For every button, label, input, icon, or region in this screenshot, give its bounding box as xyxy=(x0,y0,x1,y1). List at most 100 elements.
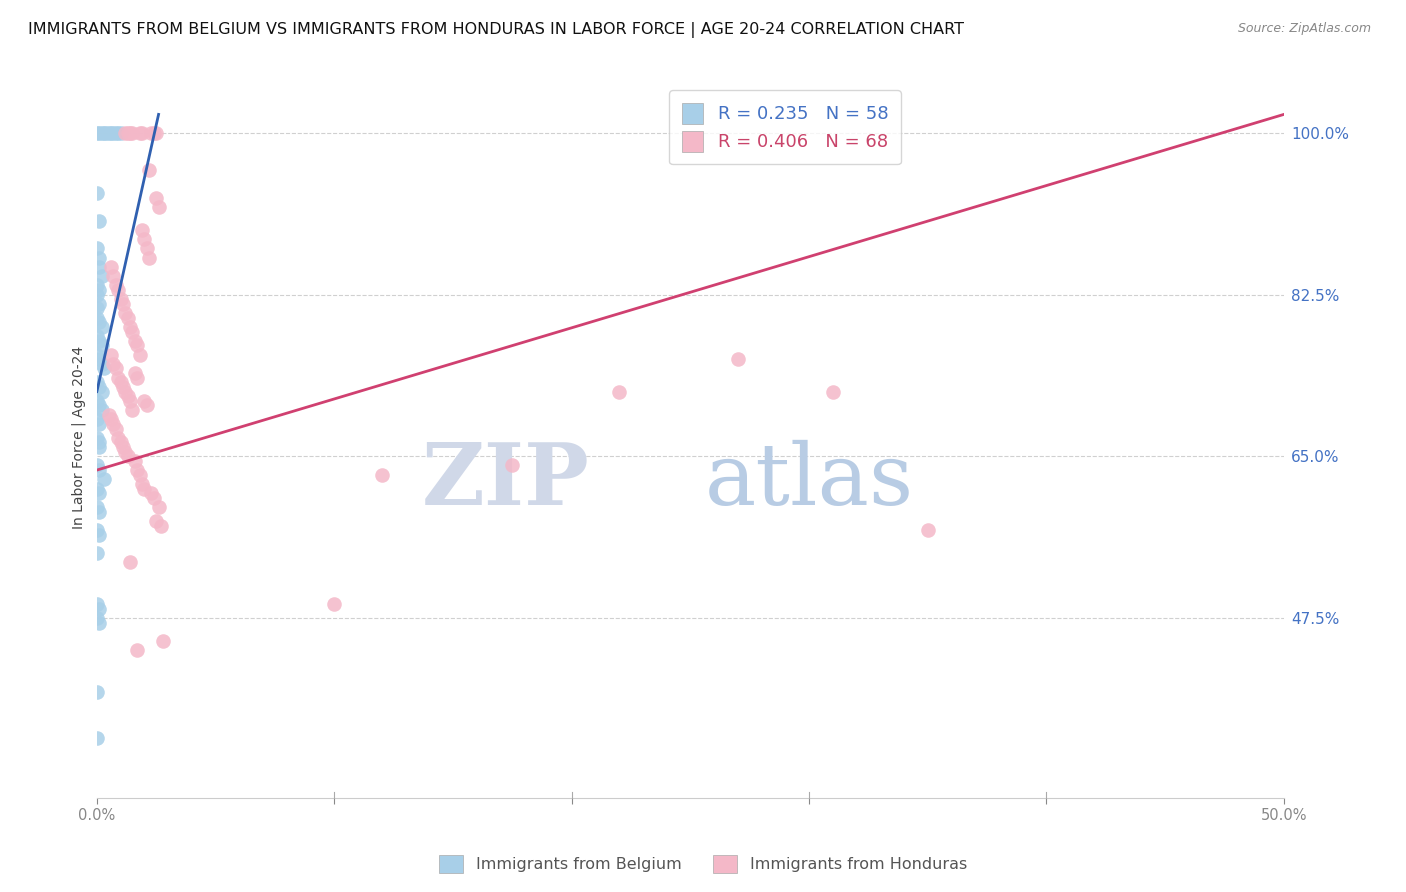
Point xyxy=(89,601,111,615)
Point xyxy=(89,435,111,450)
Point xyxy=(86,523,108,537)
Point xyxy=(117,126,139,140)
Point xyxy=(120,126,142,140)
Point xyxy=(107,126,129,140)
Point xyxy=(86,500,108,514)
Point xyxy=(96,126,118,140)
Point xyxy=(86,329,108,343)
Legend: Immigrants from Belgium, Immigrants from Honduras: Immigrants from Belgium, Immigrants from… xyxy=(433,848,973,880)
Point xyxy=(120,319,142,334)
Point xyxy=(110,435,132,450)
Point xyxy=(141,126,163,140)
Point xyxy=(120,556,142,570)
Point xyxy=(114,444,136,458)
Point xyxy=(103,268,125,283)
Point xyxy=(149,518,172,533)
Point xyxy=(89,260,111,274)
Text: IMMIGRANTS FROM BELGIUM VS IMMIGRANTS FROM HONDURAS IN LABOR FORCE | AGE 20-24 C: IMMIGRANTS FROM BELGIUM VS IMMIGRANTS FR… xyxy=(28,22,965,38)
Point xyxy=(148,200,170,214)
Point xyxy=(114,384,136,399)
Point xyxy=(821,384,844,399)
Point xyxy=(124,366,146,380)
Point xyxy=(142,126,165,140)
Point xyxy=(90,384,112,399)
Point xyxy=(727,352,749,367)
Point xyxy=(86,126,108,140)
Point xyxy=(134,393,156,408)
Point xyxy=(114,306,136,320)
Point xyxy=(86,186,108,200)
Point xyxy=(89,283,111,297)
Point xyxy=(135,241,157,255)
Point xyxy=(89,463,111,477)
Point xyxy=(138,251,160,265)
Point xyxy=(127,370,149,384)
Point xyxy=(104,278,127,293)
Point xyxy=(90,403,112,417)
Point xyxy=(107,431,129,445)
Point xyxy=(86,310,108,325)
Point xyxy=(89,399,111,413)
Point xyxy=(104,421,127,435)
Point xyxy=(110,126,132,140)
Point xyxy=(141,486,163,500)
Point xyxy=(138,162,160,177)
Point xyxy=(104,126,127,140)
Point xyxy=(128,348,150,362)
Point xyxy=(86,376,108,390)
Point xyxy=(121,325,143,339)
Point xyxy=(90,319,112,334)
Y-axis label: In Labor Force | Age 20-24: In Labor Force | Age 20-24 xyxy=(72,346,86,529)
Point xyxy=(131,126,153,140)
Point xyxy=(86,597,108,611)
Point xyxy=(127,463,149,477)
Point xyxy=(86,546,108,560)
Point xyxy=(93,472,115,486)
Point xyxy=(134,232,156,246)
Point xyxy=(607,384,630,399)
Point xyxy=(89,440,111,454)
Point xyxy=(89,213,111,227)
Point xyxy=(120,393,142,408)
Point xyxy=(86,412,108,426)
Point xyxy=(100,412,122,426)
Point xyxy=(104,361,127,376)
Point xyxy=(86,348,108,362)
Point xyxy=(89,352,111,367)
Point xyxy=(134,482,156,496)
Point xyxy=(86,685,108,699)
Point xyxy=(124,334,146,348)
Point xyxy=(100,260,122,274)
Point xyxy=(127,643,149,657)
Point xyxy=(114,126,136,140)
Point xyxy=(86,458,108,473)
Point xyxy=(86,287,108,301)
Legend: R = 0.235   N = 58, R = 0.406   N = 68: R = 0.235 N = 58, R = 0.406 N = 68 xyxy=(669,90,901,164)
Point xyxy=(131,477,153,491)
Point xyxy=(100,126,122,140)
Point xyxy=(93,361,115,376)
Point xyxy=(90,268,112,283)
Point xyxy=(89,615,111,630)
Point xyxy=(121,403,143,417)
Point xyxy=(86,611,108,625)
Point xyxy=(917,523,939,537)
Point xyxy=(107,283,129,297)
Point xyxy=(323,597,346,611)
Point xyxy=(86,393,108,408)
Point xyxy=(121,126,143,140)
Point xyxy=(89,334,111,348)
Point xyxy=(89,417,111,431)
Point xyxy=(117,389,139,403)
Point xyxy=(100,348,122,362)
Point xyxy=(86,482,108,496)
Point xyxy=(97,126,120,140)
Point xyxy=(131,223,153,237)
Point xyxy=(128,467,150,482)
Point xyxy=(90,338,112,352)
Text: Source: ZipAtlas.com: Source: ZipAtlas.com xyxy=(1237,22,1371,36)
Point xyxy=(90,126,112,140)
Point xyxy=(148,500,170,514)
Point xyxy=(371,467,394,482)
Point xyxy=(145,190,167,204)
